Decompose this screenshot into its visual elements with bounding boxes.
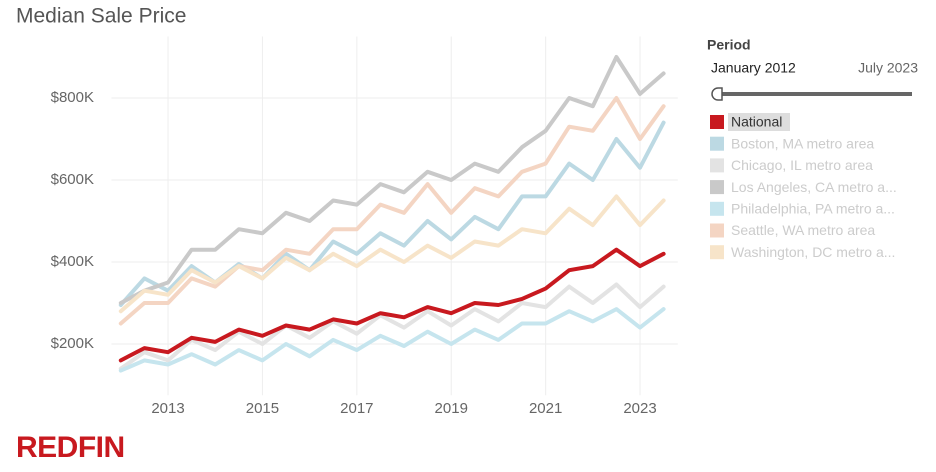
legend-label: Philadelphia, PA metro a...: [731, 201, 895, 217]
x-tick-label: 2023: [623, 400, 656, 417]
legend-label: National: [731, 114, 782, 130]
y-tick-label: $600K: [51, 171, 94, 188]
series-line: [118, 194, 666, 314]
y-tick-label: $400K: [51, 253, 94, 270]
series-line: [118, 282, 666, 371]
legend-item[interactable]: Los Angeles, CA metro a...: [710, 179, 897, 195]
legend-swatch: [710, 115, 724, 129]
legend-label: Los Angeles, CA metro a...: [731, 179, 897, 195]
legend-swatch: [710, 180, 724, 195]
y-tick-label: $800K: [51, 89, 94, 106]
period-start: January 2012: [711, 60, 796, 76]
series-line: [118, 55, 666, 305]
series-line: [118, 307, 666, 373]
legend-label: Boston, MA metro area: [731, 135, 874, 151]
legend-item[interactable]: National: [710, 113, 790, 131]
legend-label: Seattle, WA metro area: [731, 222, 875, 238]
x-tick-label: 2013: [151, 400, 184, 417]
series-line: [118, 247, 666, 363]
logo: REDFIN: [16, 431, 125, 464]
legend-item[interactable]: Boston, MA metro area: [710, 135, 874, 151]
x-tick-label: 2017: [340, 400, 373, 417]
legend-label: Chicago, IL metro area: [731, 157, 873, 173]
legend-label: Washington, DC metro a...: [731, 244, 895, 260]
period-end: July 2023: [858, 60, 918, 76]
legend-item[interactable]: Washington, DC metro a...: [710, 244, 895, 260]
legend-swatch: [710, 136, 724, 151]
legend-highlight: [728, 113, 790, 131]
legend-item[interactable]: Philadelphia, PA metro a...: [710, 201, 895, 217]
legend-swatch: [710, 158, 724, 173]
y-tick-label: $200K: [51, 335, 94, 352]
x-tick-label: 2015: [246, 400, 279, 417]
legend-swatch: [710, 245, 724, 260]
legend-item[interactable]: Seattle, WA metro area: [710, 222, 875, 238]
legend-swatch: [710, 201, 724, 216]
filter-label: Period: [707, 37, 751, 53]
series-line: [118, 96, 666, 326]
chart-title: Median Sale Price: [16, 5, 186, 28]
legend-swatch: [710, 223, 724, 238]
legend-item[interactable]: Chicago, IL metro area: [710, 157, 873, 173]
x-tick-label: 2021: [529, 400, 562, 417]
x-tick-label: 2019: [435, 400, 468, 417]
slider-handle[interactable]: [711, 87, 723, 101]
